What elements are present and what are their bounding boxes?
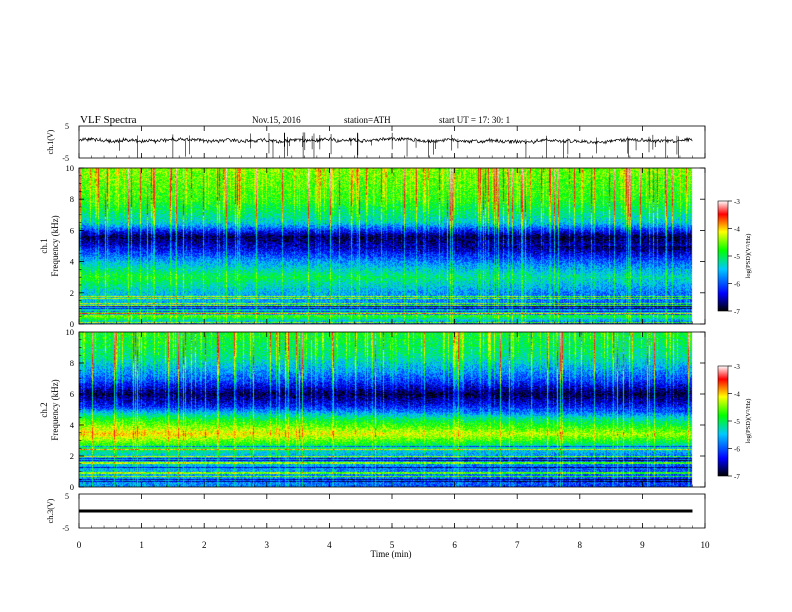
ch1-colorbar-ticks: -3 -4 -5 -6 -7: [728, 198, 740, 316]
ch2-spectrogram-ylabel-line2: Frequency (kHz): [50, 379, 60, 440]
ch3-ytick-top: 5: [65, 492, 69, 501]
colorbar-tick-label: -7: [734, 473, 740, 481]
ytick-label: 8: [70, 194, 74, 204]
ch1-waveform-spikes: [119, 132, 679, 158]
ytick-label: 2: [70, 451, 74, 461]
ch1-spectrogram-ylabel-line1: ch.1: [39, 238, 49, 253]
colorbar-tick-label: -5: [734, 418, 740, 426]
ch1-colorbar-gradient: [717, 200, 729, 312]
colorbar-tick-label: -6: [734, 281, 740, 289]
colorbar-tick-label: -7: [734, 308, 740, 316]
xtick-label: 3: [265, 540, 270, 550]
ch2-colorbar: -3 -4 -5 -6 -7 log(PSD)(V²/Hz): [717, 363, 752, 481]
time-axis-label: Time (min): [371, 549, 412, 559]
date-label: Nov.15, 2016: [252, 115, 301, 125]
colorbar-tick-label: -3: [734, 363, 740, 371]
ch1-waveform-ylabel: ch.1(V): [46, 129, 55, 154]
ch1-waveform-panel: 5 -5 ch.1(V): [46, 122, 706, 163]
ch2-spectrogram-ylabel-line1: ch.2: [39, 402, 49, 417]
ytick-label: 6: [70, 389, 74, 399]
ch1-ytick-top: 5: [65, 122, 69, 131]
ch3-waveform-ylabel: ch.3(V): [46, 498, 55, 523]
ch3-ytick-bottom: -5: [62, 524, 69, 533]
ytick-label: 8: [70, 358, 74, 368]
colorbar-tick-label: -3: [734, 198, 740, 206]
ytick-label: 4: [70, 420, 75, 430]
ytick-label: 4: [70, 257, 75, 267]
colorbar-tick-label: -5: [734, 253, 740, 261]
ytick-label: 10: [66, 163, 75, 173]
ch2-spectrogram-heatmap: [79, 332, 705, 487]
xtick-label: 8: [578, 540, 583, 550]
ch1-spectrogram-yaxis: 0 2 4 6 8 10: [66, 163, 705, 329]
xtick-label: 2: [202, 540, 207, 550]
station-label: station=ATH: [344, 115, 391, 125]
xtick-label: 10: [701, 540, 711, 550]
colorbar-tick-label: -4: [734, 226, 740, 234]
xtick-label: 1: [139, 540, 144, 550]
ch2-colorbar-ticks: -3 -4 -5 -6 -7: [728, 363, 740, 481]
ch2-spectrogram-panel: 0 2 4 6 8 10 ch.2 Frequency (kHz): [39, 327, 706, 492]
ytick-label: 10: [66, 327, 75, 337]
ytick-label: 6: [70, 225, 74, 235]
ytick-label: 2: [70, 288, 74, 298]
xtick-label: 7: [515, 540, 520, 550]
ch1-colorbar-label: log(PSD)(V²/Hz): [745, 234, 752, 279]
ch3-waveform-panel: 5 -5 ch.3(V): [46, 492, 706, 533]
xtick-label: 9: [640, 540, 645, 550]
ch1-waveform-line: [78, 136, 693, 145]
ch1-spectrogram-ylabel-line2: Frequency (kHz): [50, 215, 60, 276]
colorbar-tick-label: -6: [734, 446, 740, 454]
xtick-label: 0: [77, 540, 82, 550]
time-axis: 0 1 2 3 4 5 6 7 8 9 10: [77, 126, 710, 550]
ch2-colorbar-gradient: [717, 365, 729, 477]
ch1-spectrogram-heatmap: [79, 168, 705, 324]
ch2-spectrogram-yaxis: 0 2 4 6 8 10: [66, 327, 705, 492]
ytick-label: 0: [70, 482, 74, 492]
ch1-ytick-bottom: -5: [62, 154, 69, 163]
ytick-label: 0: [70, 319, 74, 329]
start-time-label: start UT = 17: 30: 1: [439, 115, 510, 125]
ch2-colorbar-label: log(PSD)(V²/Hz): [745, 399, 752, 444]
ch1-colorbar: -3 -4 -5 -6 -7 log(PSD)(V²/Hz): [717, 198, 752, 316]
ch1-spectrogram-panel: 0 2 4 6 8 10 ch.1 Frequency (kHz): [39, 163, 706, 329]
colorbar-tick-label: -4: [734, 391, 740, 399]
xtick-label: 4: [327, 540, 332, 550]
xtick-label: 5: [390, 540, 395, 550]
figure-title: VLF Spectra: [80, 114, 137, 126]
xtick-label: 6: [452, 540, 457, 550]
